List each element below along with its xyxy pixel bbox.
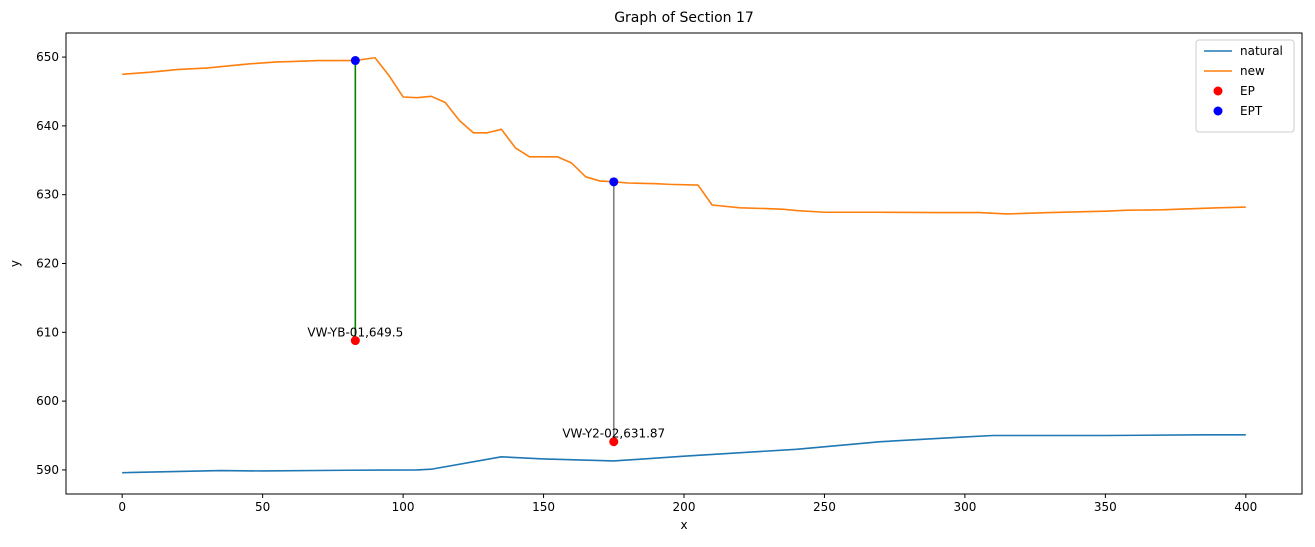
legend-swatch-ept	[1213, 106, 1223, 116]
legend-label: EP	[1240, 84, 1255, 98]
point-ep-1	[609, 437, 619, 447]
x-tick-label: 0	[118, 500, 126, 514]
legend-label: new	[1240, 64, 1265, 78]
y-tick-label: 610	[36, 325, 59, 339]
y-axis-label: y	[8, 260, 22, 267]
x-axis-label: x	[680, 518, 687, 532]
x-tick-label: 350	[1094, 500, 1117, 514]
legend-swatch-ep	[1213, 86, 1223, 96]
x-tick-label: 200	[673, 500, 696, 514]
legend-label: natural	[1240, 44, 1283, 58]
y-tick-label: 650	[36, 50, 59, 64]
y-axis-ticks: 590 600 610 620 630 640 650	[36, 50, 66, 477]
x-axis-ticks: 0 50 100 150 200 250 300 350 400	[118, 494, 1257, 514]
x-tick-label: 100	[392, 500, 415, 514]
legend-label: EPT	[1240, 104, 1263, 118]
point-ept-1	[609, 177, 619, 187]
series-line-new	[122, 56, 1246, 215]
x-tick-label: 250	[813, 500, 836, 514]
y-tick-label: 590	[36, 463, 59, 477]
x-tick-label: 150	[532, 500, 555, 514]
chart-title: Graph of Section 17	[614, 10, 754, 26]
y-tick-label: 640	[36, 119, 59, 133]
x-tick-label: 50	[255, 500, 270, 514]
point-ep-0	[350, 336, 360, 346]
annotation-label: VW-YB-01,649.5	[307, 326, 403, 340]
y-tick-label: 620	[36, 257, 59, 271]
plot-area: VW-YB-01,649.5 VW-Y2-02,631.87	[65, 32, 1303, 495]
series-line-natural	[122, 434, 1246, 474]
x-tick-label: 300	[953, 500, 976, 514]
plot-frame	[65, 32, 1303, 495]
annotation-label: VW-Y2-02,631.87	[562, 427, 665, 441]
legend: natural new EP EPT	[1195, 39, 1295, 133]
y-tick-label: 600	[36, 394, 59, 408]
point-ept-0	[350, 56, 360, 66]
x-tick-label: 400	[1234, 500, 1257, 514]
y-tick-label: 630	[36, 188, 59, 202]
